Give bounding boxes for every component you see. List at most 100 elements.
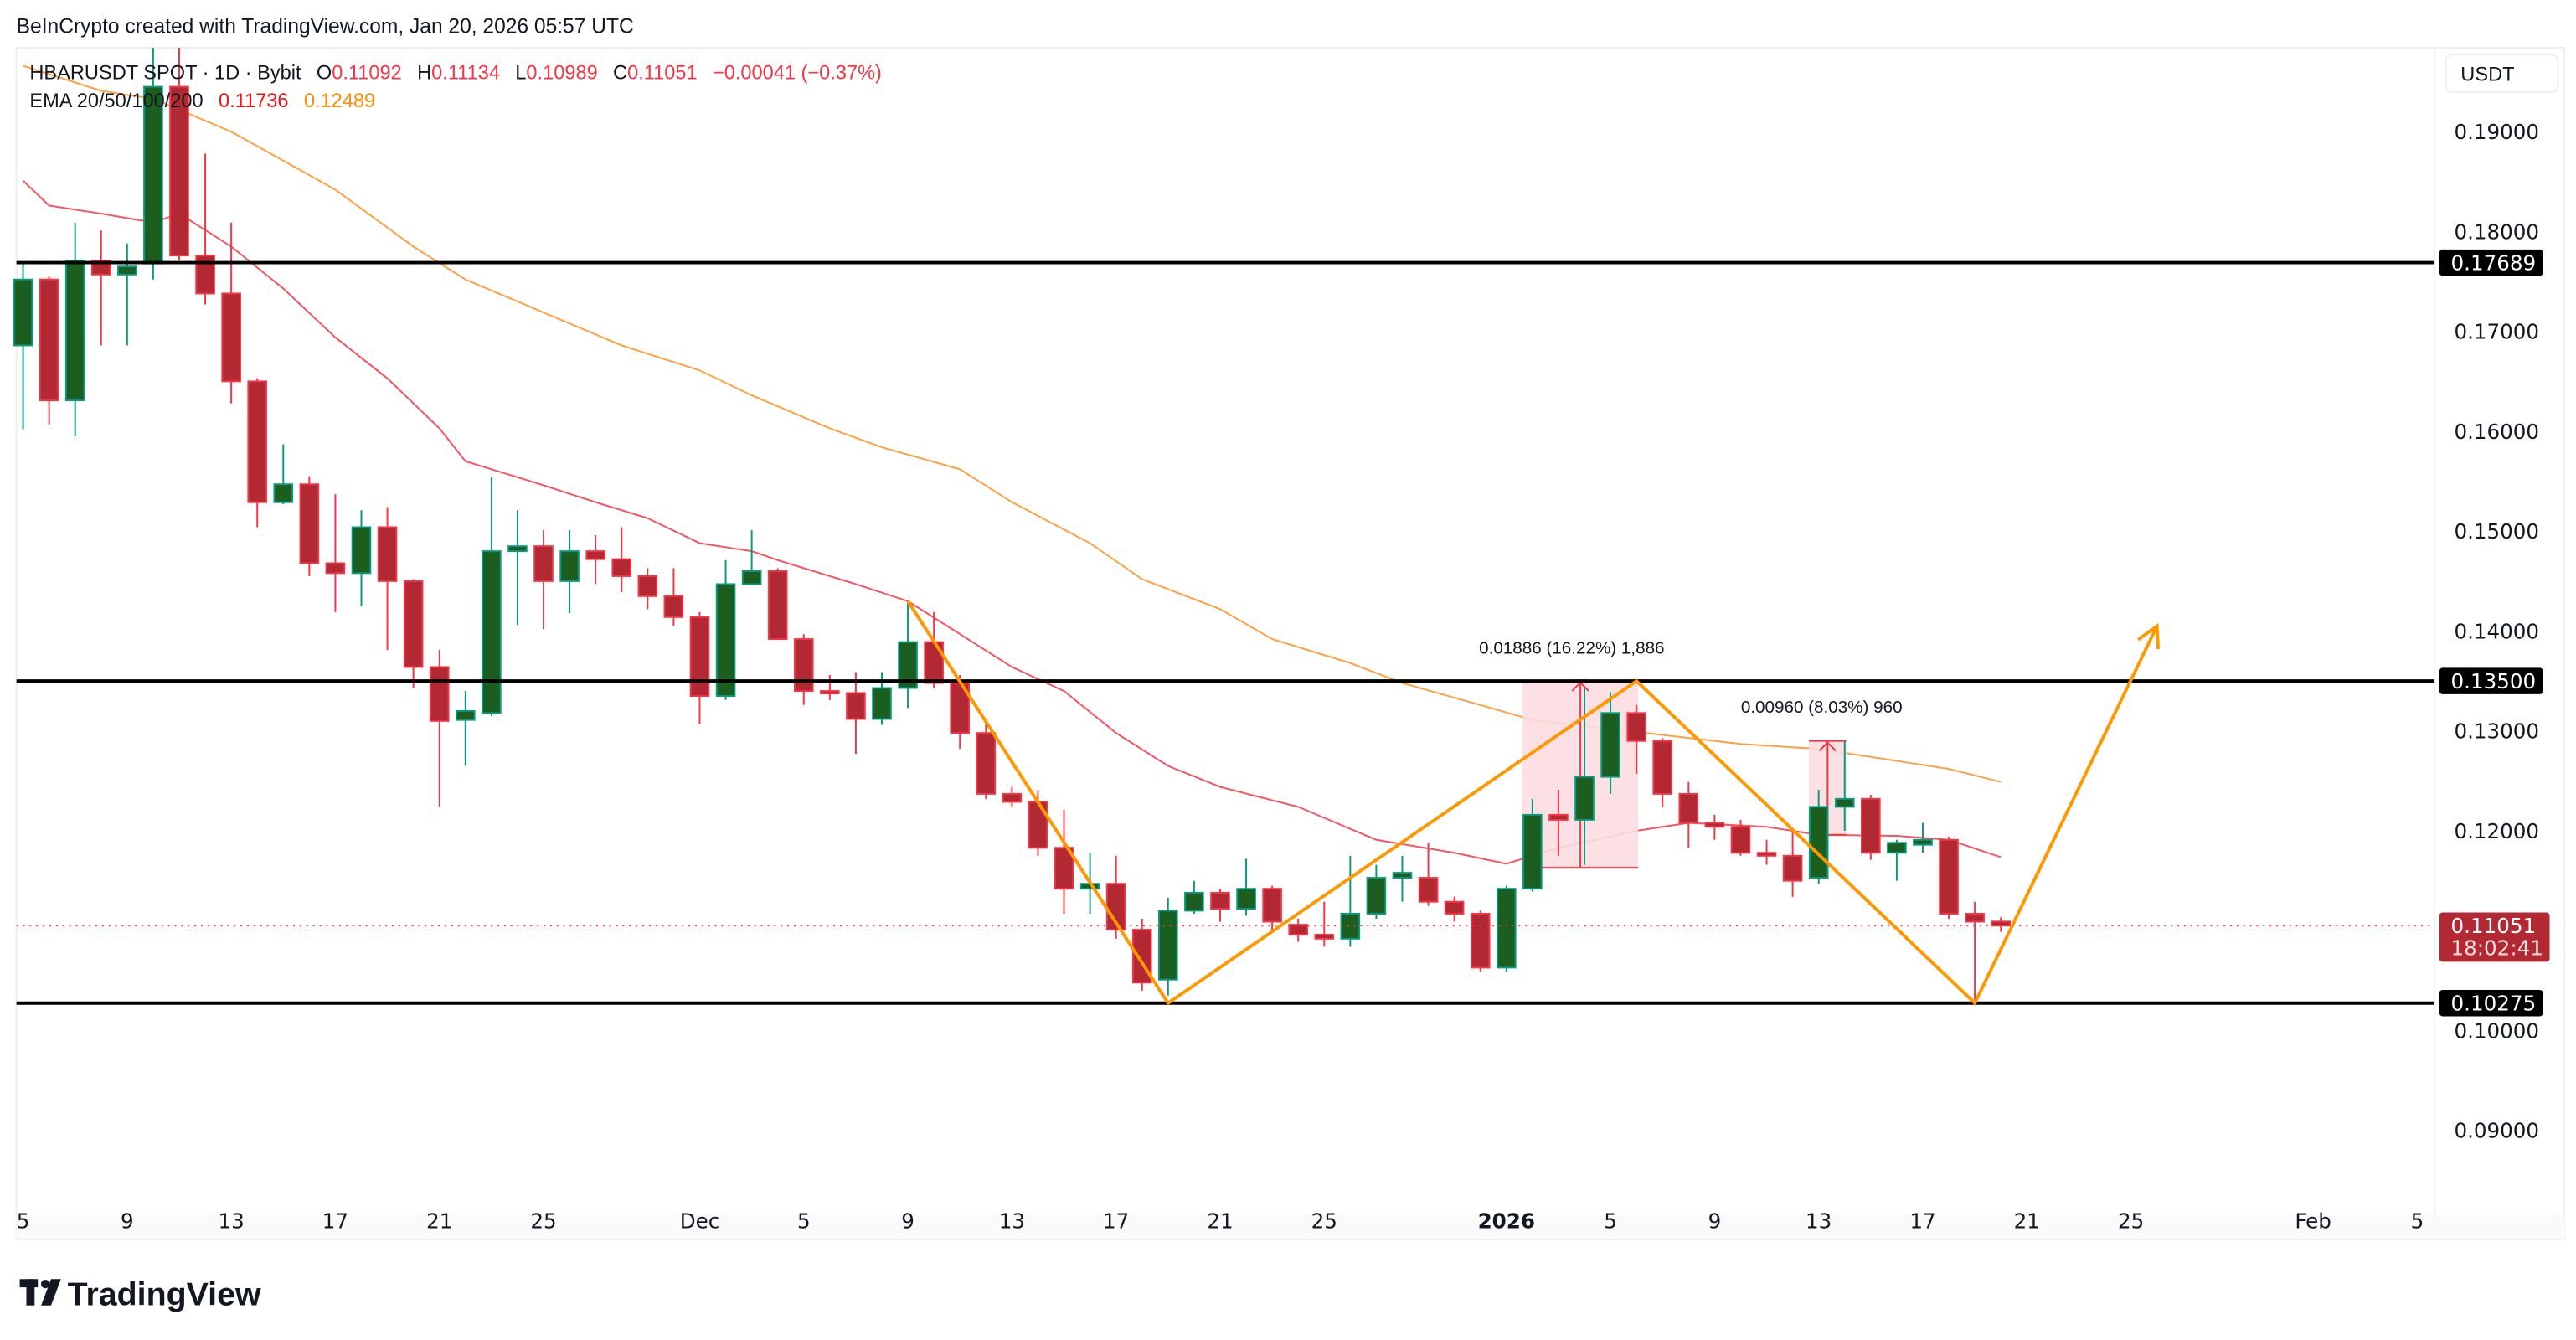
candle-body bbox=[663, 595, 684, 618]
time-tick-label: 21 bbox=[1207, 1209, 1233, 1233]
price-tick-label: 0.12000 bbox=[2454, 819, 2539, 843]
time-tick-label: 5 bbox=[797, 1209, 811, 1233]
candle-body bbox=[1340, 913, 1361, 940]
legend-close-label: C bbox=[613, 61, 627, 83]
candle bbox=[1600, 692, 1620, 794]
candle-body bbox=[456, 709, 476, 721]
candle-body bbox=[377, 526, 398, 582]
measure-labels: 0.01886 (16.22%) 1,886 0.00960 (8.03%) 9… bbox=[1479, 638, 1902, 717]
candle-body bbox=[1782, 854, 1803, 882]
time-tick-label: 25 bbox=[530, 1209, 556, 1233]
price-axis[interactable]: 0.19000 0.18000 0.17000 0.16000 0.15000 0.140… bbox=[2454, 120, 2539, 1143]
candle bbox=[820, 674, 840, 700]
candle bbox=[689, 611, 710, 724]
legend-ohlc: HBARUSDT SPOT · 1D · Bybit O0.11092 H0.1… bbox=[29, 61, 882, 83]
candle-body bbox=[1861, 797, 1881, 854]
legend-close: 0.11051 bbox=[627, 61, 698, 83]
time-tick-label: 5 bbox=[2411, 1209, 2424, 1233]
candle bbox=[351, 510, 372, 606]
candle-body bbox=[325, 562, 346, 575]
candle bbox=[767, 568, 788, 641]
candle-body bbox=[976, 732, 997, 795]
candle bbox=[1704, 814, 1725, 840]
candle bbox=[1444, 896, 1465, 922]
candle-body bbox=[1002, 792, 1023, 803]
time-tick-label: 2026 bbox=[1478, 1209, 1535, 1233]
pattern-drawing[interactable] bbox=[906, 600, 2161, 1007]
candle-body bbox=[1418, 877, 1439, 903]
time-tick-label: 13 bbox=[1806, 1209, 1832, 1233]
currency-label: USDT bbox=[2460, 63, 2514, 85]
candle bbox=[456, 691, 476, 766]
candle bbox=[1002, 786, 1023, 807]
candle-body bbox=[1262, 888, 1282, 923]
candle-body bbox=[1366, 877, 1387, 915]
candle bbox=[1548, 790, 1569, 856]
price-tick-label: 0.09000 bbox=[2454, 1119, 2539, 1143]
ema50-value: 0.12489 bbox=[304, 90, 375, 111]
price-tick-label: 0.18000 bbox=[2454, 219, 2539, 244]
candle bbox=[1418, 843, 1439, 906]
price-tick-label: 0.19000 bbox=[2454, 120, 2539, 144]
candle-body bbox=[1574, 776, 1595, 821]
candle-body bbox=[429, 666, 450, 722]
candle-body bbox=[1314, 934, 1335, 940]
candle-body bbox=[1834, 797, 1855, 808]
candle bbox=[715, 559, 736, 700]
candle bbox=[1678, 781, 1699, 848]
candle bbox=[299, 476, 320, 576]
candle-body bbox=[13, 278, 33, 347]
candle-body bbox=[403, 580, 424, 668]
candles bbox=[13, 48, 2012, 1001]
candle-body bbox=[507, 545, 528, 553]
ema-label: EMA 20/50/100/200 bbox=[29, 90, 203, 111]
countdown-text: 18:02:41 bbox=[2451, 936, 2543, 961]
price-tick-label: 0.10000 bbox=[2454, 1018, 2539, 1043]
candle-body bbox=[39, 278, 59, 402]
candle-body bbox=[872, 687, 892, 720]
time-tick-label: 17 bbox=[1103, 1209, 1129, 1233]
candle bbox=[39, 276, 59, 425]
pattern-line[interactable] bbox=[906, 600, 2159, 1007]
legend-symbol: HBARUSDT SPOT · 1D · Bybit bbox=[29, 61, 301, 83]
candle-body bbox=[533, 545, 554, 582]
last-price-text: 0.11051 bbox=[2451, 914, 2537, 938]
candle-body bbox=[1210, 891, 1230, 910]
legend-high-label: H bbox=[417, 61, 431, 83]
arrow-head-icon bbox=[2137, 622, 2161, 650]
candle bbox=[1054, 809, 1074, 914]
candle-body bbox=[1808, 806, 1829, 879]
candle-body bbox=[482, 550, 502, 714]
candle-body bbox=[1913, 838, 1933, 846]
candle-body bbox=[299, 483, 320, 564]
candle-body bbox=[1496, 888, 1517, 969]
time-axis[interactable]: 5 9 13 17 21 25 Dec 5 9 13 17 21 25 2026 5 9 13 17 21 25 Feb… bbox=[17, 1209, 2424, 1233]
candle bbox=[1965, 901, 1985, 1001]
candle bbox=[13, 263, 33, 430]
candle-body bbox=[169, 85, 189, 257]
time-tick-label: 21 bbox=[426, 1209, 452, 1233]
candle bbox=[482, 477, 502, 716]
price-tick-label: 0.17000 bbox=[2454, 320, 2539, 344]
candle-body bbox=[767, 570, 788, 641]
candle bbox=[1522, 798, 1543, 892]
candle-body bbox=[1288, 924, 1308, 936]
candle bbox=[663, 568, 684, 626]
candle bbox=[1288, 918, 1308, 942]
time-tick-label: 9 bbox=[901, 1209, 914, 1233]
time-tick-label: 9 bbox=[121, 1209, 134, 1233]
candle bbox=[1210, 889, 1230, 922]
horizontal-levels[interactable] bbox=[16, 260, 2434, 1005]
candle bbox=[1887, 839, 1907, 881]
candle-body bbox=[1158, 910, 1178, 981]
time-tick-label: 25 bbox=[1311, 1209, 1337, 1233]
candle-body bbox=[1887, 842, 1907, 854]
candle-body bbox=[143, 85, 163, 265]
candle bbox=[1314, 901, 1335, 947]
tradingview-logo: TradingView bbox=[19, 1276, 261, 1313]
time-tick-label: 13 bbox=[218, 1209, 244, 1233]
tradingview-logo-icon bbox=[19, 1279, 61, 1306]
currency-button[interactable]: USDT bbox=[2445, 53, 2559, 94]
